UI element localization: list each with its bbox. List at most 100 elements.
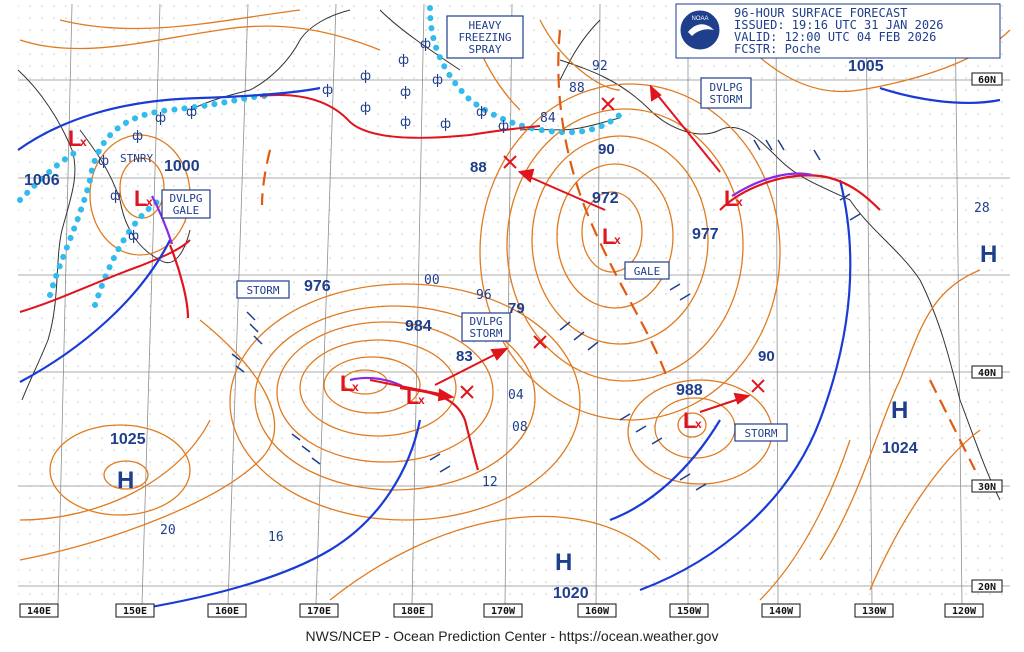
svg-text:ф: ф — [186, 105, 197, 120]
svg-text:28: 28 — [974, 201, 990, 216]
svg-text:04: 04 — [508, 388, 524, 403]
svg-text:ф: ф — [440, 117, 451, 132]
svg-text:170E: 170E — [307, 606, 331, 617]
center-value: 1005 — [848, 58, 884, 75]
center-value: 1025 — [110, 431, 146, 448]
svg-text:x: x — [146, 195, 153, 209]
svg-text:88: 88 — [470, 159, 487, 176]
svg-text:L: L — [406, 384, 419, 409]
svg-text:L: L — [724, 186, 737, 211]
svg-text:ф: ф — [400, 115, 411, 130]
forecast-title: 96-HOUR SURFACE FORECAST — [734, 6, 907, 20]
warning-storm-w: STORM — [236, 280, 290, 299]
svg-text:H: H — [980, 241, 997, 268]
svg-text:FREEZING: FREEZING — [459, 31, 512, 44]
svg-text:12: 12 — [482, 475, 498, 490]
trough-lines — [260, 29, 976, 471]
svg-text:ф: ф — [432, 73, 443, 88]
svg-text:30N: 30N — [978, 482, 996, 493]
wind-barbs — [231, 139, 861, 491]
warning-dvlpg-gale: DVLPG GALE — [161, 189, 211, 219]
longitude-labels: 140E 150E 160E 170E 180E 170W 160W 150W … — [19, 603, 984, 618]
svg-text:08: 08 — [512, 420, 528, 435]
low-symbols: Lx Lx Lx Lx Lx Lx Lx — [68, 126, 743, 433]
svg-text:HEAVY: HEAVY — [468, 19, 501, 32]
svg-text:ф: ф — [360, 101, 371, 116]
svg-text:STORM: STORM — [469, 327, 502, 340]
svg-text:140W: 140W — [769, 606, 794, 617]
center-value: 984 — [405, 318, 432, 335]
occluded-fronts — [151, 172, 813, 387]
svg-text:ф: ф — [360, 69, 371, 84]
svg-text:SPRAY: SPRAY — [468, 43, 501, 56]
header-block: NOAA 96-HOUR SURFACE FORECAST ISSUED: 19… — [675, 3, 1001, 59]
center-value: 988 — [676, 382, 703, 399]
svg-text:L: L — [602, 224, 615, 249]
svg-text:83: 83 — [456, 348, 473, 365]
svg-text:ф: ф — [498, 119, 509, 134]
svg-text:150W: 150W — [677, 606, 702, 617]
warning-heavy-freezing-spray: HEAVY FREEZING SPRAY — [446, 15, 524, 59]
svg-text:L: L — [134, 186, 147, 211]
svg-text:STORM: STORM — [744, 427, 777, 440]
svg-text:H: H — [891, 397, 908, 424]
valid-time: VALID: 12:00 UTC 04 FEB 2026 — [734, 30, 936, 44]
noaa-logo-text: NOAA — [691, 16, 708, 22]
svg-text:ф: ф — [155, 111, 166, 126]
svg-text:92: 92 — [592, 59, 608, 74]
svg-text:x: x — [736, 195, 743, 209]
svg-text:160W: 160W — [585, 606, 610, 617]
svg-text:60N: 60N — [978, 75, 996, 86]
high-symbols: H H H H — [117, 241, 997, 576]
svg-text:ф: ф — [132, 129, 143, 144]
svg-text:x: x — [80, 135, 87, 149]
svg-text:120W: 120W — [952, 606, 977, 617]
svg-text:170W: 170W — [491, 606, 516, 617]
svg-text:ф: ф — [420, 37, 431, 52]
noaa-bird-icon — [688, 24, 714, 36]
svg-text:STORM: STORM — [709, 93, 742, 106]
svg-text:20N: 20N — [978, 582, 996, 593]
svg-text:90: 90 — [758, 348, 775, 365]
center-value: 1020 — [553, 585, 589, 602]
svg-text:130W: 130W — [862, 606, 887, 617]
svg-text:x: x — [418, 393, 425, 407]
svg-text:ф: ф — [398, 53, 409, 68]
svg-text:160E: 160E — [215, 606, 239, 617]
isobar-labels: 92 88 84 00 96 04 08 12 16 20 28 — [160, 59, 990, 545]
svg-text:L: L — [68, 126, 81, 151]
svg-text:180E: 180E — [401, 606, 425, 617]
freezing-spray-boundary — [17, 5, 628, 308]
svg-text:140E: 140E — [27, 606, 51, 617]
storm-tracks — [369, 84, 751, 413]
svg-text:90: 90 — [598, 141, 615, 158]
svg-text:20: 20 — [160, 523, 176, 538]
svg-text:x: x — [614, 233, 621, 247]
center-value: 1000 — [164, 158, 200, 175]
svg-text:L: L — [683, 408, 696, 433]
svg-text:84: 84 — [540, 111, 556, 126]
center-value: 1006 — [24, 172, 60, 189]
svg-text:x: x — [352, 380, 359, 394]
center-value: 972 — [592, 190, 619, 207]
center-value: 1024 — [882, 440, 918, 457]
svg-text:16: 16 — [268, 530, 284, 545]
stnry-label: STNRY — [120, 152, 153, 165]
svg-text:150E: 150E — [123, 606, 147, 617]
warning-dvlpg-storm-c: DVLPG STORM — [461, 312, 511, 342]
svg-text:ф: ф — [476, 105, 487, 120]
svg-text:GALE: GALE — [173, 204, 200, 217]
cold-fronts — [17, 86, 1001, 614]
svg-text:DVLPG: DVLPG — [709, 81, 742, 94]
warning-gale: GALE — [624, 261, 670, 280]
center-values: 1006 1000 976 984 972 977 988 1025 1020 … — [24, 58, 918, 602]
grid-lines — [18, 3, 1010, 605]
center-value: 977 — [692, 226, 719, 243]
forecast-position-values: 88 90 79 83 90 — [456, 141, 775, 365]
footer-credit: NWS/NCEP - Ocean Prediction Center - htt… — [305, 628, 719, 644]
center-value: 976 — [304, 278, 331, 295]
svg-text:GALE: GALE — [634, 265, 661, 278]
svg-text:79: 79 — [508, 300, 525, 317]
